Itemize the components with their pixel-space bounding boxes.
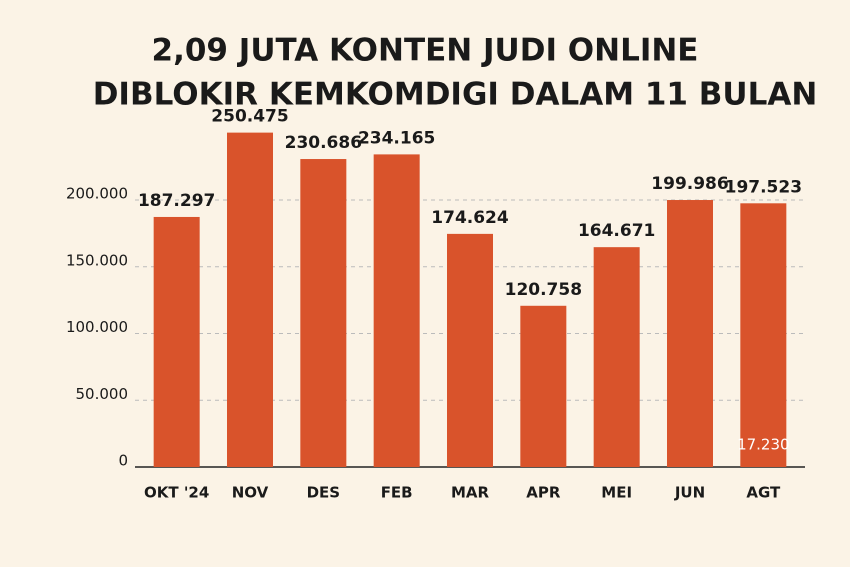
- x-tick-label: AGT: [746, 484, 781, 502]
- x-tick-label: APR: [526, 484, 561, 502]
- x-tick-label: OKT '24: [144, 484, 209, 502]
- data-label: 197.523: [725, 177, 802, 197]
- data-label: 234.165: [358, 128, 435, 148]
- x-tick-label: MAR: [451, 484, 490, 502]
- y-tick-label: 150.000: [66, 251, 128, 269]
- data-label: 120.758: [505, 280, 582, 300]
- bar: [520, 305, 567, 467]
- x-tick-label: JUN: [674, 484, 705, 502]
- y-tick-label: 0: [118, 452, 128, 470]
- bar: [593, 247, 640, 467]
- x-tick-label: FEB: [381, 484, 413, 502]
- data-label: 250.475: [211, 107, 288, 127]
- y-tick-label: 200.000: [66, 185, 128, 203]
- bar: [447, 233, 493, 467]
- y-tick-label: 50.000: [76, 385, 129, 403]
- y-tick-label: 100.000: [66, 318, 128, 336]
- chart-title: 2,09 JUTA KONTEN JUDI ONLINE: [152, 33, 699, 69]
- x-tick-label: MEI: [601, 484, 632, 502]
- chart-title: DIBLOKIR KEMKOMDIGI DALAM 11 BULAN: [93, 77, 818, 113]
- bar: [740, 203, 787, 467]
- bar: [667, 200, 713, 468]
- bar: [373, 154, 420, 468]
- bar: [153, 216, 200, 467]
- x-tick-label: NOV: [232, 484, 269, 502]
- bar: [300, 159, 347, 468]
- data-label: 230.686: [285, 133, 362, 153]
- data-label: 187.297: [138, 191, 215, 211]
- data-label: 174.624: [431, 208, 509, 228]
- x-tick-label: DES: [307, 484, 341, 502]
- bar: [227, 132, 273, 467]
- annotation: 17.230: [737, 436, 790, 454]
- data-label: 164.671: [578, 221, 655, 241]
- data-label: 199.986: [651, 174, 728, 194]
